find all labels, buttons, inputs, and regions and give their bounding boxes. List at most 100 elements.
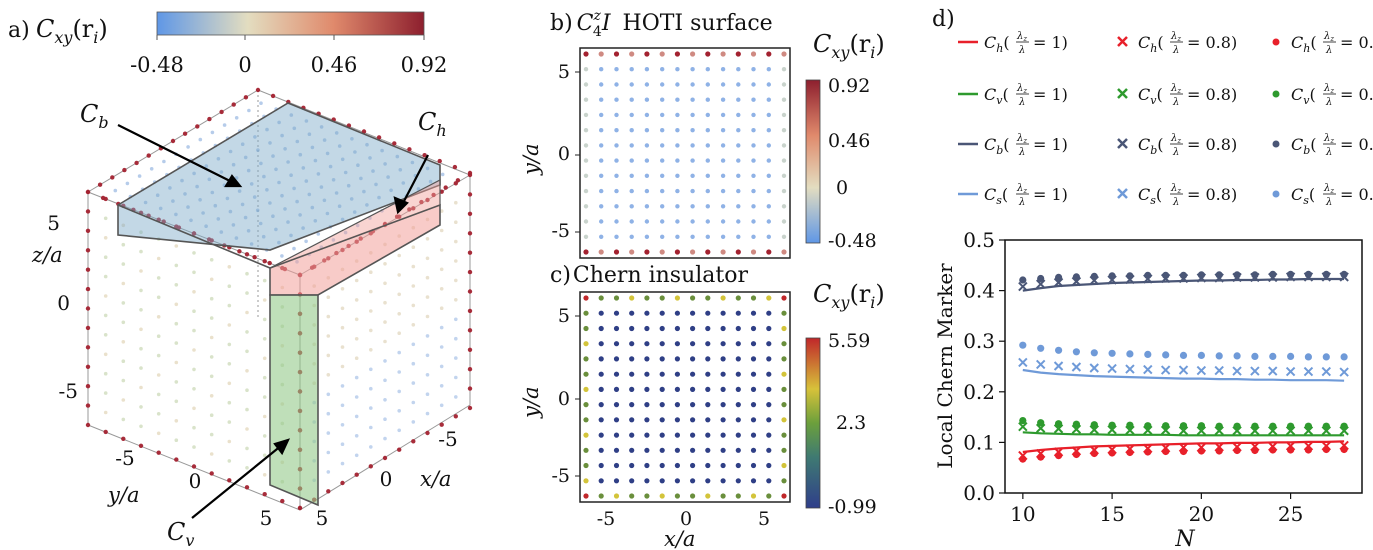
lattice-point — [352, 210, 357, 214]
data-point-dot — [1037, 344, 1045, 352]
data-point-dot — [1215, 352, 1223, 360]
lattice-point — [583, 447, 589, 453]
lattice-point — [690, 295, 696, 301]
y-tick-0: 0 — [189, 469, 202, 493]
lattice-point — [354, 375, 359, 380]
lattice-point — [720, 493, 726, 499]
lattice-point — [103, 216, 108, 221]
panel-c-plot-area — [579, 291, 791, 503]
lattice-point — [401, 181, 406, 185]
data-point-dot — [1019, 341, 1027, 349]
lattice-point — [369, 386, 373, 391]
legend-frac-den: λ — [1325, 97, 1332, 108]
data-point-dot — [1251, 271, 1259, 279]
lattice-point — [227, 478, 232, 483]
svg-text:5: 5 — [758, 508, 770, 530]
lattice-point — [660, 143, 665, 148]
lattice-point — [736, 173, 741, 178]
lattice-point — [280, 254, 284, 258]
lattice-point — [781, 295, 787, 301]
lattice-point — [720, 219, 726, 224]
lattice-point — [365, 203, 369, 207]
lattice-point — [280, 133, 284, 138]
lattice-point — [397, 447, 402, 452]
lattice-point — [659, 341, 665, 347]
lattice-point — [735, 447, 741, 453]
lattice-point — [598, 341, 604, 347]
lattice-point — [705, 67, 710, 72]
legend-item: Cs(λz λ = 1) — [958, 183, 1068, 208]
data-point-dot — [1269, 352, 1277, 360]
lattice-point — [85, 189, 91, 195]
data-point-dot — [1287, 422, 1295, 430]
data-point-dot — [1144, 422, 1152, 430]
lattice-point — [735, 51, 741, 57]
lattice-point — [369, 289, 373, 294]
lattice-point — [583, 417, 589, 423]
lattice-point — [121, 340, 126, 344]
lattice-point — [411, 342, 416, 347]
lattice-point — [644, 188, 650, 194]
lattice-point — [629, 310, 635, 316]
legend-label: Cb( — [1138, 135, 1164, 157]
lattice-point — [736, 128, 741, 133]
lattice-point — [397, 428, 402, 433]
svg-text:-5: -5 — [551, 465, 570, 487]
lattice-point — [322, 138, 327, 142]
lattice-point — [583, 249, 589, 255]
data-point-dot — [1304, 353, 1312, 361]
lattice-point — [383, 262, 387, 266]
lattice-point — [353, 150, 357, 154]
lattice-point — [121, 301, 126, 305]
lattice-point — [583, 112, 589, 118]
lattice-point — [180, 178, 184, 183]
lattice-point — [383, 162, 387, 166]
lattice-point — [369, 328, 373, 333]
lattice-point — [598, 386, 604, 392]
lattice-point — [326, 450, 331, 455]
data-point-x — [1018, 357, 1028, 368]
lattice-point — [411, 400, 416, 405]
lattice-point — [371, 169, 375, 173]
lattice-point — [690, 493, 696, 499]
lattice-point — [268, 201, 272, 205]
lattice-point — [340, 364, 345, 369]
lattice-point — [265, 127, 269, 132]
lattice-point — [310, 145, 315, 150]
lattice-point — [735, 341, 741, 347]
lattice-point — [192, 290, 196, 294]
lattice-point — [766, 325, 772, 332]
lattice-point — [439, 422, 444, 427]
lattice-point — [340, 287, 345, 291]
lattice-point — [259, 161, 263, 166]
lattice-point — [644, 478, 650, 484]
data-point-x — [1214, 365, 1224, 376]
panel-b-y-ticks: 5 0 -5 — [551, 61, 570, 242]
lattice-point — [297, 505, 303, 511]
lattice-point — [201, 211, 205, 215]
lattice-point — [690, 112, 695, 118]
data-point-dot — [1287, 270, 1295, 278]
legend-x-marker — [1117, 36, 1128, 47]
lattice-point — [644, 295, 650, 301]
lattice-point — [629, 51, 635, 57]
lattice-point — [751, 158, 756, 163]
lattice-point — [439, 403, 444, 408]
lattice-point — [675, 97, 680, 102]
lattice-point — [598, 417, 604, 423]
lattice-point — [113, 188, 118, 193]
lattice-point — [277, 240, 281, 245]
lattice-point — [720, 112, 726, 118]
lattice-point — [174, 212, 178, 217]
legend-ratio: = 1) — [1033, 135, 1068, 154]
lattice-point — [425, 295, 430, 299]
lattice-point — [705, 371, 711, 377]
data-point-dot — [1179, 271, 1188, 279]
data-point-dot — [1340, 422, 1348, 430]
lattice-point — [781, 82, 787, 87]
lattice-point — [331, 238, 336, 242]
lattice-point — [174, 341, 179, 345]
lattice-point — [280, 193, 284, 198]
lattice-point — [629, 219, 634, 224]
lattice-point — [121, 223, 126, 228]
